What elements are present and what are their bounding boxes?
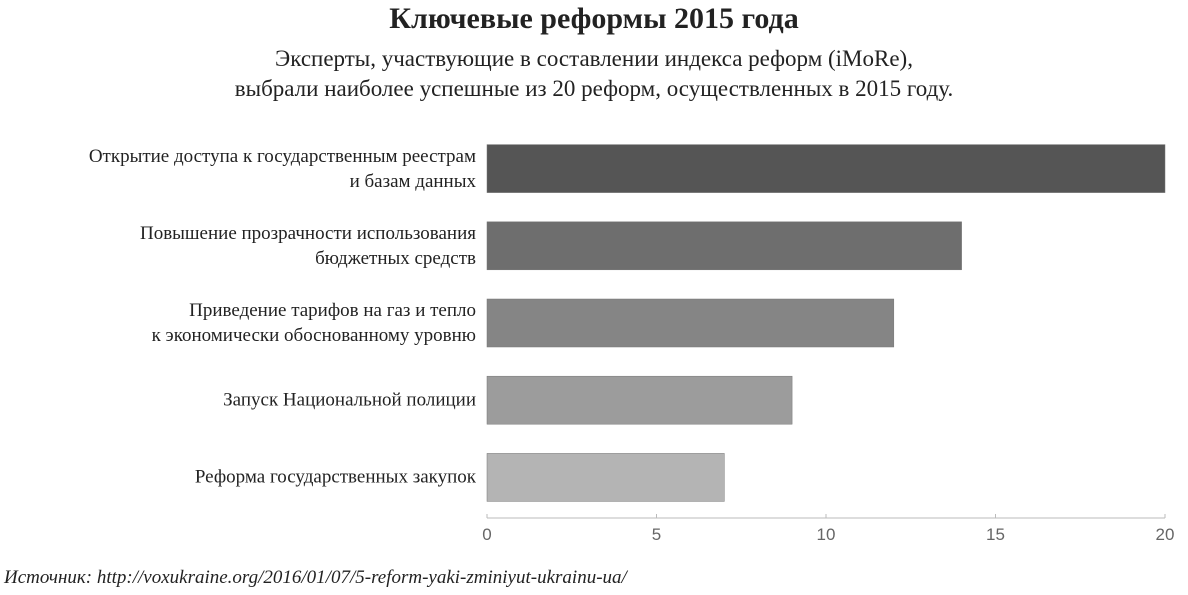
bar [486,298,895,348]
y-tick-label: Запуск Национальной полиции [223,389,476,411]
bar [486,144,1166,193]
bar [486,221,962,271]
y-tick-label: Повышение прозрачности использования бюд… [139,222,476,269]
x-tick-label: 20 [1155,525,1175,544]
chart-subtitle: Эксперты, участвующие в составлении инде… [234,46,954,101]
x-tick-label: 5 [651,525,662,544]
x-tick-label: 0 [482,525,492,544]
y-tick-label: Приведение тарифов на газ и тепло к экон… [151,300,476,346]
x-tick-label: 10 [816,525,836,544]
source-note: Источник: http://voxukraine.org/2016/01/… [4,567,627,588]
bar [486,453,725,502]
y-tick-label: Открытие доступа к государственным реест… [88,145,476,192]
x-tick-label: 15 [986,525,1005,544]
chart-title: Ключевые реформы 2015 года [389,2,799,35]
y-tick-label: Реформа государственных закупок [194,466,476,488]
bar [486,375,793,425]
